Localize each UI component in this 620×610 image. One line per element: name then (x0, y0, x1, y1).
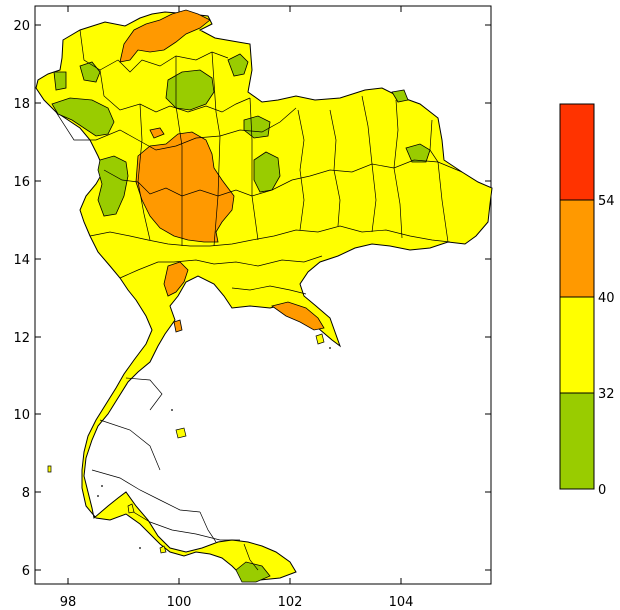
y-tick-label: 18 (13, 97, 30, 112)
green-zone (235, 561, 271, 583)
green-zone (243, 115, 271, 139)
y-tick-label: 12 (13, 331, 30, 346)
green-zone (53, 71, 67, 91)
green-zone (253, 151, 281, 193)
green-zone (51, 97, 115, 137)
y-tick-label: 10 (13, 408, 30, 423)
x-tick-label: 98 (60, 595, 77, 610)
orange-zone (173, 319, 183, 333)
x-tick-label: 100 (167, 595, 192, 610)
y-tick-label: 16 (13, 175, 30, 190)
orange-zone (163, 261, 189, 297)
green-zone (227, 53, 249, 77)
y-tick-label: 20 (13, 19, 30, 34)
green-zone (165, 69, 215, 111)
orange-zone (271, 301, 325, 331)
x-tick-label: 102 (278, 595, 303, 610)
x-tick-label: 104 (389, 595, 414, 610)
x-ticks (67, 6, 402, 584)
orange-zone (149, 127, 165, 139)
y-tick-label: 6 (22, 564, 30, 579)
y-tick-label: 8 (22, 486, 30, 501)
y-tick-label: 14 (13, 253, 30, 268)
orange-zone (119, 9, 211, 63)
province-boundaries (55, 29, 463, 571)
orange-zones (119, 9, 325, 333)
green-zone (405, 143, 431, 163)
y-ticks (35, 24, 491, 571)
coast-dots (97, 347, 331, 549)
orange-zone (135, 131, 235, 243)
green-zone (391, 89, 409, 103)
coast-islands (47, 333, 325, 554)
